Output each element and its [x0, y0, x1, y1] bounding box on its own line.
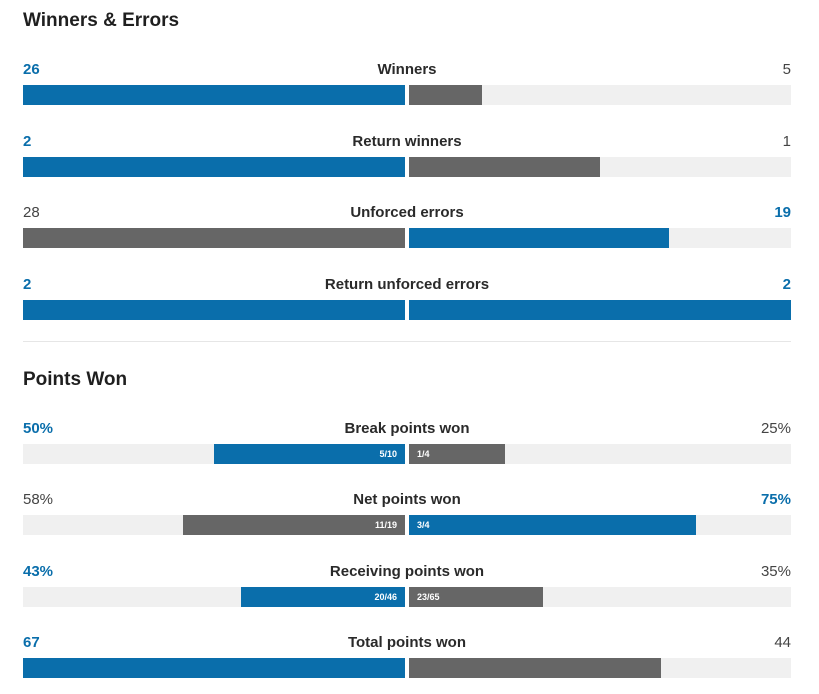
- stat-label: Receiving points won: [329, 563, 485, 580]
- left-bar-fill: [240, 587, 405, 607]
- stat-break-points-won: 50% Break points won 25% 5/10 1/4: [23, 420, 791, 480]
- right-ratio: 3/4: [417, 520, 430, 530]
- left-value: 28: [23, 204, 40, 221]
- stat-unforced-errors: 28 Unforced errors 19: [23, 204, 791, 264]
- left-bar-fill: [214, 444, 405, 464]
- right-bar-fill: [409, 515, 696, 535]
- right-bar-track: [409, 157, 791, 177]
- left-bar-track: 20/46: [23, 587, 405, 607]
- right-value: 2: [782, 276, 791, 293]
- right-value: 44: [774, 634, 791, 651]
- left-bar-fill: [23, 658, 405, 678]
- right-ratio: 1/4: [417, 449, 430, 459]
- stat-receiving-points-won: 43% Receiving points won 35% 20/46 23/65: [23, 563, 791, 623]
- left-ratio: 20/46: [374, 592, 397, 602]
- stat-net-points-won: 58% Net points won 75% 11/19 3/4: [23, 491, 791, 551]
- left-bar-fill: [23, 228, 405, 248]
- right-value: 75%: [760, 491, 791, 508]
- right-bar-fill: [409, 157, 600, 177]
- left-value: 2: [23, 133, 32, 150]
- left-bar-track: 11/19: [23, 515, 405, 535]
- left-bar-track: [23, 658, 405, 678]
- left-bar-track: [23, 157, 405, 177]
- stat-label: Return unforced errors: [324, 276, 490, 293]
- stat-return-unforced-errors: 2 Return unforced errors 2: [23, 276, 791, 336]
- left-value: 43%: [23, 563, 54, 580]
- right-value: 35%: [760, 563, 791, 580]
- right-bar-track: [409, 658, 791, 678]
- left-bar-fill: [23, 157, 405, 177]
- section-title-winners-errors: Winners & Errors: [23, 10, 180, 31]
- left-value: 58%: [23, 491, 54, 508]
- right-bar-fill: [409, 300, 791, 320]
- right-bar-fill: [409, 658, 662, 678]
- stat-label: Total points won: [347, 634, 467, 651]
- right-ratio: 23/65: [417, 592, 440, 602]
- left-value: 2: [23, 276, 32, 293]
- left-ratio: 5/10: [379, 449, 397, 459]
- left-bar-track: [23, 228, 405, 248]
- left-value: 26: [23, 61, 40, 78]
- right-bar-fill: [409, 85, 482, 105]
- stat-label: Unforced errors: [350, 204, 464, 221]
- left-ratio: 11/19: [374, 520, 397, 530]
- left-bar-fill: [23, 85, 405, 105]
- right-value: 19: [774, 204, 791, 221]
- right-value: 1: [782, 133, 791, 150]
- stat-label: Break points won: [344, 420, 470, 437]
- left-bar-track: [23, 85, 405, 105]
- section-divider: [23, 341, 791, 342]
- stat-total-points-won: 67 Total points won 44: [23, 634, 791, 694]
- stat-winners: 26 Winners 5: [23, 61, 791, 121]
- right-bar-fill: [409, 587, 543, 607]
- left-bar-track: [23, 300, 405, 320]
- right-bar-track: 3/4: [409, 515, 791, 535]
- right-value: 25%: [760, 420, 791, 437]
- section-title-points-won: Points Won: [23, 369, 128, 390]
- right-bar-fill: [409, 228, 669, 248]
- right-bar-track: 23/65: [409, 587, 791, 607]
- left-bar-fill: [183, 515, 405, 535]
- left-bar-track: 5/10: [23, 444, 405, 464]
- right-bar-track: [409, 228, 791, 248]
- stat-label: Net points won: [353, 491, 461, 508]
- stat-label: Winners: [377, 61, 437, 78]
- right-bar-fill: [409, 444, 505, 464]
- stat-label: Return winners: [352, 133, 462, 150]
- left-value: 50%: [23, 420, 54, 437]
- left-bar-fill: [23, 300, 405, 320]
- right-bar-track: [409, 300, 791, 320]
- stat-return-winners: 2 Return winners 1: [23, 133, 791, 193]
- left-value: 67: [23, 634, 40, 651]
- right-bar-track: 1/4: [409, 444, 791, 464]
- right-value: 5: [782, 61, 791, 78]
- right-bar-track: [409, 85, 791, 105]
